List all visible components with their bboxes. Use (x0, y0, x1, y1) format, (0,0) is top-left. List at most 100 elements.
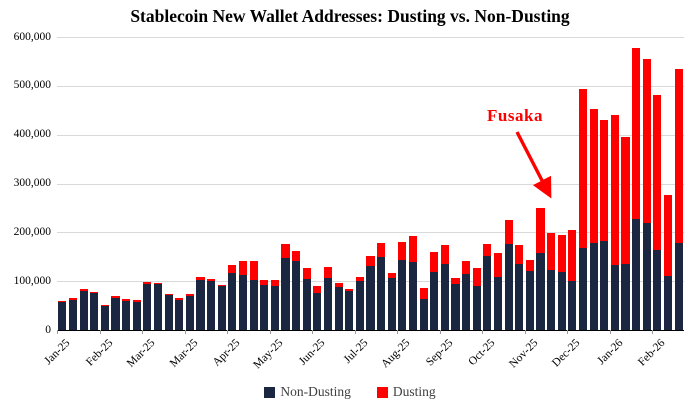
bar-week-6 (111, 296, 120, 330)
bar-segment-dusting (600, 119, 609, 241)
x-tick-label: Sep-25 (423, 337, 456, 369)
bar-week-51 (589, 108, 598, 330)
bar-segment-non-dusting (642, 222, 651, 330)
x-axis-tick (312, 330, 314, 334)
x-tick-label: Mar-25 (167, 337, 201, 370)
bar-segment-dusting (483, 243, 492, 256)
bar-week-30 (366, 256, 375, 330)
y-tick-label: 300,000 (13, 177, 51, 189)
bar-week-13 (185, 293, 194, 330)
bar-segment-dusting (122, 299, 131, 302)
x-axis-tick (439, 330, 441, 334)
bar-segment-dusting (334, 282, 343, 288)
y-tick-label: 600,000 (13, 30, 51, 43)
x-tick-label: May-25 (251, 337, 286, 372)
x-tick-label: Apr-25 (211, 337, 243, 369)
bar-segment-non-dusting (217, 286, 226, 330)
bar-segment-non-dusting (621, 263, 630, 330)
bar-segment-dusting (398, 241, 407, 261)
bar-segment-non-dusting (472, 286, 481, 330)
bar-segment-dusting (68, 298, 77, 300)
bar-segment-non-dusting (653, 249, 662, 330)
x-tick-label: Nov-25 (507, 337, 541, 371)
bar-segment-non-dusting (260, 285, 269, 330)
bar-segment-non-dusting (419, 298, 428, 330)
bar-segment-dusting (196, 277, 205, 280)
bar-week-11 (164, 293, 173, 330)
bar-segment-non-dusting (557, 271, 566, 330)
x-axis-tick (142, 330, 144, 334)
bar-week-19 (249, 261, 258, 330)
bar-segment-non-dusting (292, 261, 301, 330)
bar-week-56 (642, 59, 651, 330)
bar-week-1 (58, 300, 67, 330)
bar-week-31 (377, 243, 386, 330)
bar-segment-non-dusting (313, 293, 322, 330)
x-axis-tick (269, 330, 271, 334)
bar-segment-non-dusting (568, 281, 577, 330)
bar-segment-dusting (323, 267, 333, 278)
bar-week-36 (430, 251, 439, 330)
bar-week-28 (345, 288, 354, 330)
bar-segment-dusting (515, 244, 524, 264)
bar-segment-non-dusting (355, 281, 364, 330)
bar-segment-dusting (90, 291, 99, 294)
bar-segment-non-dusting (493, 277, 503, 330)
bar-segment-non-dusting (79, 291, 88, 330)
bar-week-7 (122, 299, 131, 330)
bar-segment-non-dusting (323, 277, 333, 330)
bar-week-45 (525, 260, 534, 330)
bar-segment-non-dusting (600, 240, 609, 330)
bar-segment-dusting (472, 268, 481, 287)
bar-segment-non-dusting (270, 286, 279, 330)
x-axis-tick (397, 330, 399, 334)
bar-segment-non-dusting (153, 284, 163, 330)
legend-item-non-dusting: Non-Dusting (264, 384, 351, 400)
bar-segment-non-dusting (228, 272, 237, 330)
bar-segment-dusting (153, 282, 163, 285)
bar-week-47 (547, 232, 556, 330)
bar-segment-dusting (674, 68, 683, 243)
x-axis-tick (184, 330, 186, 334)
bar-segment-dusting (440, 245, 449, 265)
x-tick-label: Feb-25 (83, 337, 116, 369)
bar-segment-dusting (419, 288, 428, 299)
bar-week-3 (79, 289, 88, 330)
bar-segment-dusting (175, 298, 184, 300)
bar-segment-non-dusting (90, 293, 99, 330)
bar-segment-dusting (547, 232, 556, 270)
gridline (57, 37, 684, 38)
bar-week-24 (302, 268, 311, 330)
x-tick-label: Dec-25 (550, 337, 583, 370)
bar-segment-non-dusting (430, 271, 439, 330)
fusaka-annotation: Fusaka (487, 106, 543, 125)
bar-week-32 (387, 273, 396, 330)
gridline (57, 183, 684, 185)
x-axis-tick (652, 330, 654, 334)
bar-week-26 (323, 267, 333, 330)
x-axis-tick (227, 330, 229, 334)
bar-segment-non-dusting (440, 264, 449, 330)
bar-segment-dusting (100, 304, 109, 306)
y-tick-label: 400,000 (13, 128, 51, 141)
bar-week-9 (143, 282, 152, 330)
x-axis-tick (57, 330, 58, 334)
bar-segment-dusting (663, 194, 673, 277)
bar-segment-non-dusting (58, 302, 67, 330)
bar-segment-non-dusting (334, 287, 343, 330)
x-axis-tick (567, 330, 569, 334)
bar-week-37 (440, 245, 449, 330)
bar-week-10 (153, 282, 163, 330)
bar-segment-dusting (387, 273, 396, 278)
bar-segment-non-dusting (175, 299, 184, 330)
bar-segment-non-dusting (451, 283, 460, 330)
bar-week-52 (600, 119, 609, 330)
bar-segment-dusting (132, 300, 141, 302)
bar-week-55 (632, 48, 641, 330)
bar-segment-non-dusting (132, 301, 141, 330)
bar-segment-dusting (292, 250, 301, 262)
bar-segment-dusting (355, 276, 364, 282)
bar-segment-dusting (238, 260, 248, 276)
bar-segment-non-dusting (589, 242, 598, 330)
non-dusting-label: Non-Dusting (280, 384, 351, 399)
